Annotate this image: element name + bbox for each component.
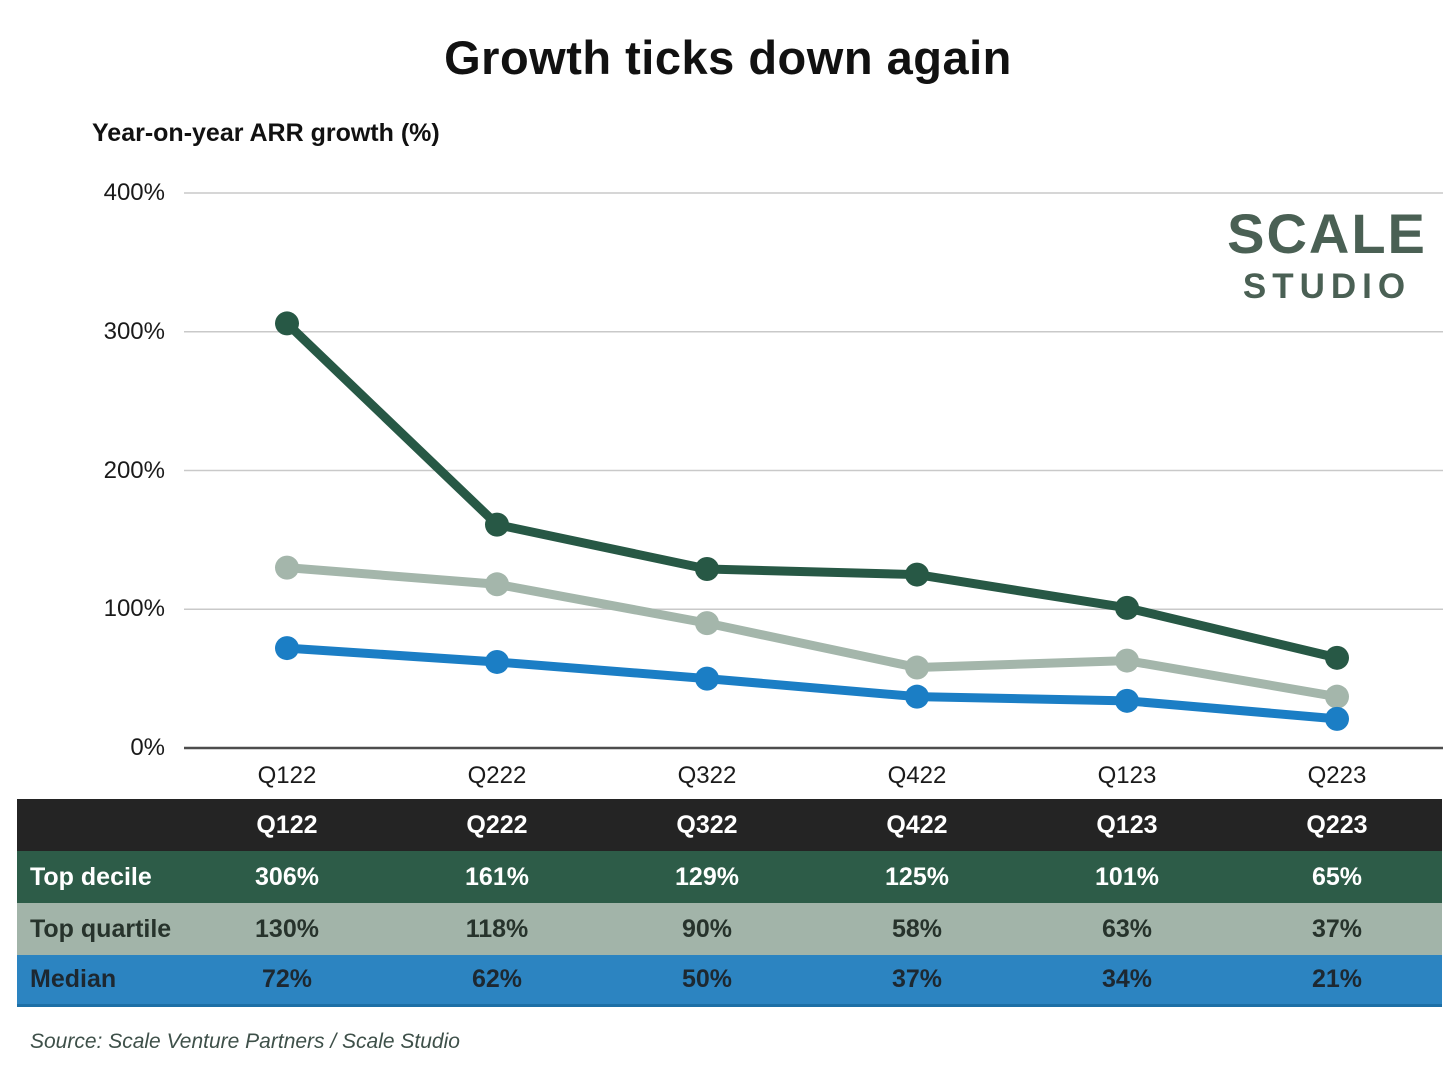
- table-cell: 62%: [392, 955, 602, 1007]
- data-point-top-quartile: [275, 555, 299, 580]
- x-axis-tick-label: Q123: [1097, 762, 1157, 789]
- table-cell: 72%: [182, 955, 392, 1007]
- table-cell: 34%: [1022, 955, 1232, 1007]
- page-title: Growth ticks down again: [444, 31, 1012, 84]
- table-header-cell: Q122: [182, 799, 392, 851]
- table-cell: 65%: [1232, 851, 1442, 903]
- table-cell: 37%: [812, 955, 1022, 1007]
- data-point-median: [1115, 688, 1139, 713]
- data-point-median: [905, 684, 929, 709]
- y-axis-title: Year-on-year ARR growth (%): [92, 119, 440, 147]
- data-point-top-quartile: [485, 572, 509, 597]
- chart-line-top-decile: [282, 318, 1342, 663]
- table-cell: 161%: [392, 851, 602, 903]
- y-axis-tick-label: 400%: [103, 179, 165, 206]
- table-cell: 118%: [392, 903, 602, 955]
- data-point-median: [275, 636, 299, 661]
- table-cell: 63%: [1022, 903, 1232, 955]
- scale-studio-logo: SCALE STUDIO: [1211, 202, 1443, 306]
- table-cell: 130%: [182, 903, 392, 955]
- logo-line-studio: STUDIO: [1242, 267, 1412, 306]
- table-header-cell: Q322: [602, 799, 812, 851]
- data-point-top-quartile: [905, 655, 929, 680]
- data-point-top-quartile: [695, 611, 719, 636]
- table-header-cell: Q222: [392, 799, 602, 851]
- table-cell: 129%: [602, 851, 812, 903]
- data-point-top-decile: [1115, 595, 1139, 620]
- y-axis-tick-label: 200%: [103, 456, 165, 484]
- data-point-top-decile: [695, 557, 719, 582]
- table-header-cell: Q123: [1022, 799, 1232, 851]
- chart-line-median: [282, 643, 1342, 724]
- table-cell: 125%: [812, 851, 1022, 903]
- data-point-top-decile: [275, 311, 299, 336]
- logo-line-scale: SCALE: [1227, 202, 1427, 265]
- table-header-cell: [17, 799, 182, 851]
- table-header-cell: Q422: [812, 799, 1022, 851]
- x-axis-tick-label: Q122: [257, 762, 317, 789]
- table-row-label: Top decile: [17, 851, 182, 903]
- x-axis-tick-label: Q223: [1307, 762, 1367, 789]
- data-point-top-quartile: [1325, 684, 1349, 709]
- x-axis-tick-label: Q222: [467, 762, 527, 789]
- data-table: Q122 Q222 Q322 Q422 Q123 Q223 Top decile 306% 16…: [17, 799, 1442, 1007]
- x-axis-tick-label: Q422: [887, 762, 947, 789]
- table-cell: 101%: [1022, 851, 1232, 903]
- data-point-median: [1325, 706, 1349, 731]
- data-point-median: [485, 649, 509, 674]
- data-point-top-decile: [1325, 645, 1349, 670]
- source-attribution: Source: Scale Venture Partners / Scale S…: [30, 1030, 460, 1053]
- data-point-top-quartile: [1115, 648, 1139, 673]
- table-row-label: Median: [17, 955, 182, 1007]
- table-header-cell: Q223: [1232, 799, 1442, 851]
- data-point-top-decile: [485, 512, 509, 537]
- table-cell: 306%: [182, 851, 392, 903]
- chart-line-top-quartile: [282, 563, 1342, 702]
- table-cell: 90%: [602, 903, 812, 955]
- data-point-median: [695, 666, 719, 691]
- table-cell: 58%: [812, 903, 1022, 955]
- table-row-label: Top quartile: [17, 903, 182, 955]
- y-axis-tick-label: 300%: [103, 317, 165, 345]
- table-cell: 21%: [1232, 955, 1442, 1007]
- table-cell: 37%: [1232, 903, 1442, 955]
- table-cell: 50%: [602, 955, 812, 1007]
- y-axis-tick-label: 0%: [130, 734, 165, 761]
- y-axis-tick-label: 100%: [103, 595, 165, 623]
- x-axis-tick-label: Q322: [677, 762, 737, 789]
- data-point-top-decile: [905, 562, 929, 587]
